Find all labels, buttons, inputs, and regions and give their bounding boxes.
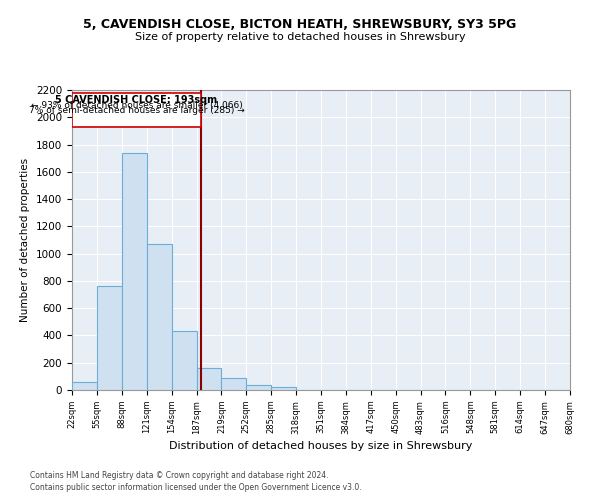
Bar: [97, 286, 122, 390]
Bar: [122, 152, 146, 390]
Bar: [197, 368, 221, 390]
Bar: [72, 382, 97, 390]
Bar: [221, 378, 247, 390]
Text: Contains public sector information licensed under the Open Government Licence v3: Contains public sector information licen…: [30, 484, 362, 492]
Text: ← 93% of detached houses are smaller (4,066): ← 93% of detached houses are smaller (4,…: [31, 101, 242, 110]
Bar: [247, 384, 271, 390]
Bar: [146, 244, 172, 390]
Text: Size of property relative to detached houses in Shrewsbury: Size of property relative to detached ho…: [134, 32, 466, 42]
Text: 5 CAVENDISH CLOSE: 193sqm: 5 CAVENDISH CLOSE: 193sqm: [55, 95, 218, 105]
Bar: [172, 332, 197, 390]
Text: 7% of semi-detached houses are larger (285) →: 7% of semi-detached houses are larger (2…: [29, 106, 244, 116]
Bar: [72, 92, 201, 127]
Text: Contains HM Land Registry data © Crown copyright and database right 2024.: Contains HM Land Registry data © Crown c…: [30, 471, 329, 480]
Y-axis label: Number of detached properties: Number of detached properties: [20, 158, 31, 322]
X-axis label: Distribution of detached houses by size in Shrewsbury: Distribution of detached houses by size …: [169, 440, 473, 450]
Bar: [271, 386, 296, 390]
Text: 5, CAVENDISH CLOSE, BICTON HEATH, SHREWSBURY, SY3 5PG: 5, CAVENDISH CLOSE, BICTON HEATH, SHREWS…: [83, 18, 517, 30]
